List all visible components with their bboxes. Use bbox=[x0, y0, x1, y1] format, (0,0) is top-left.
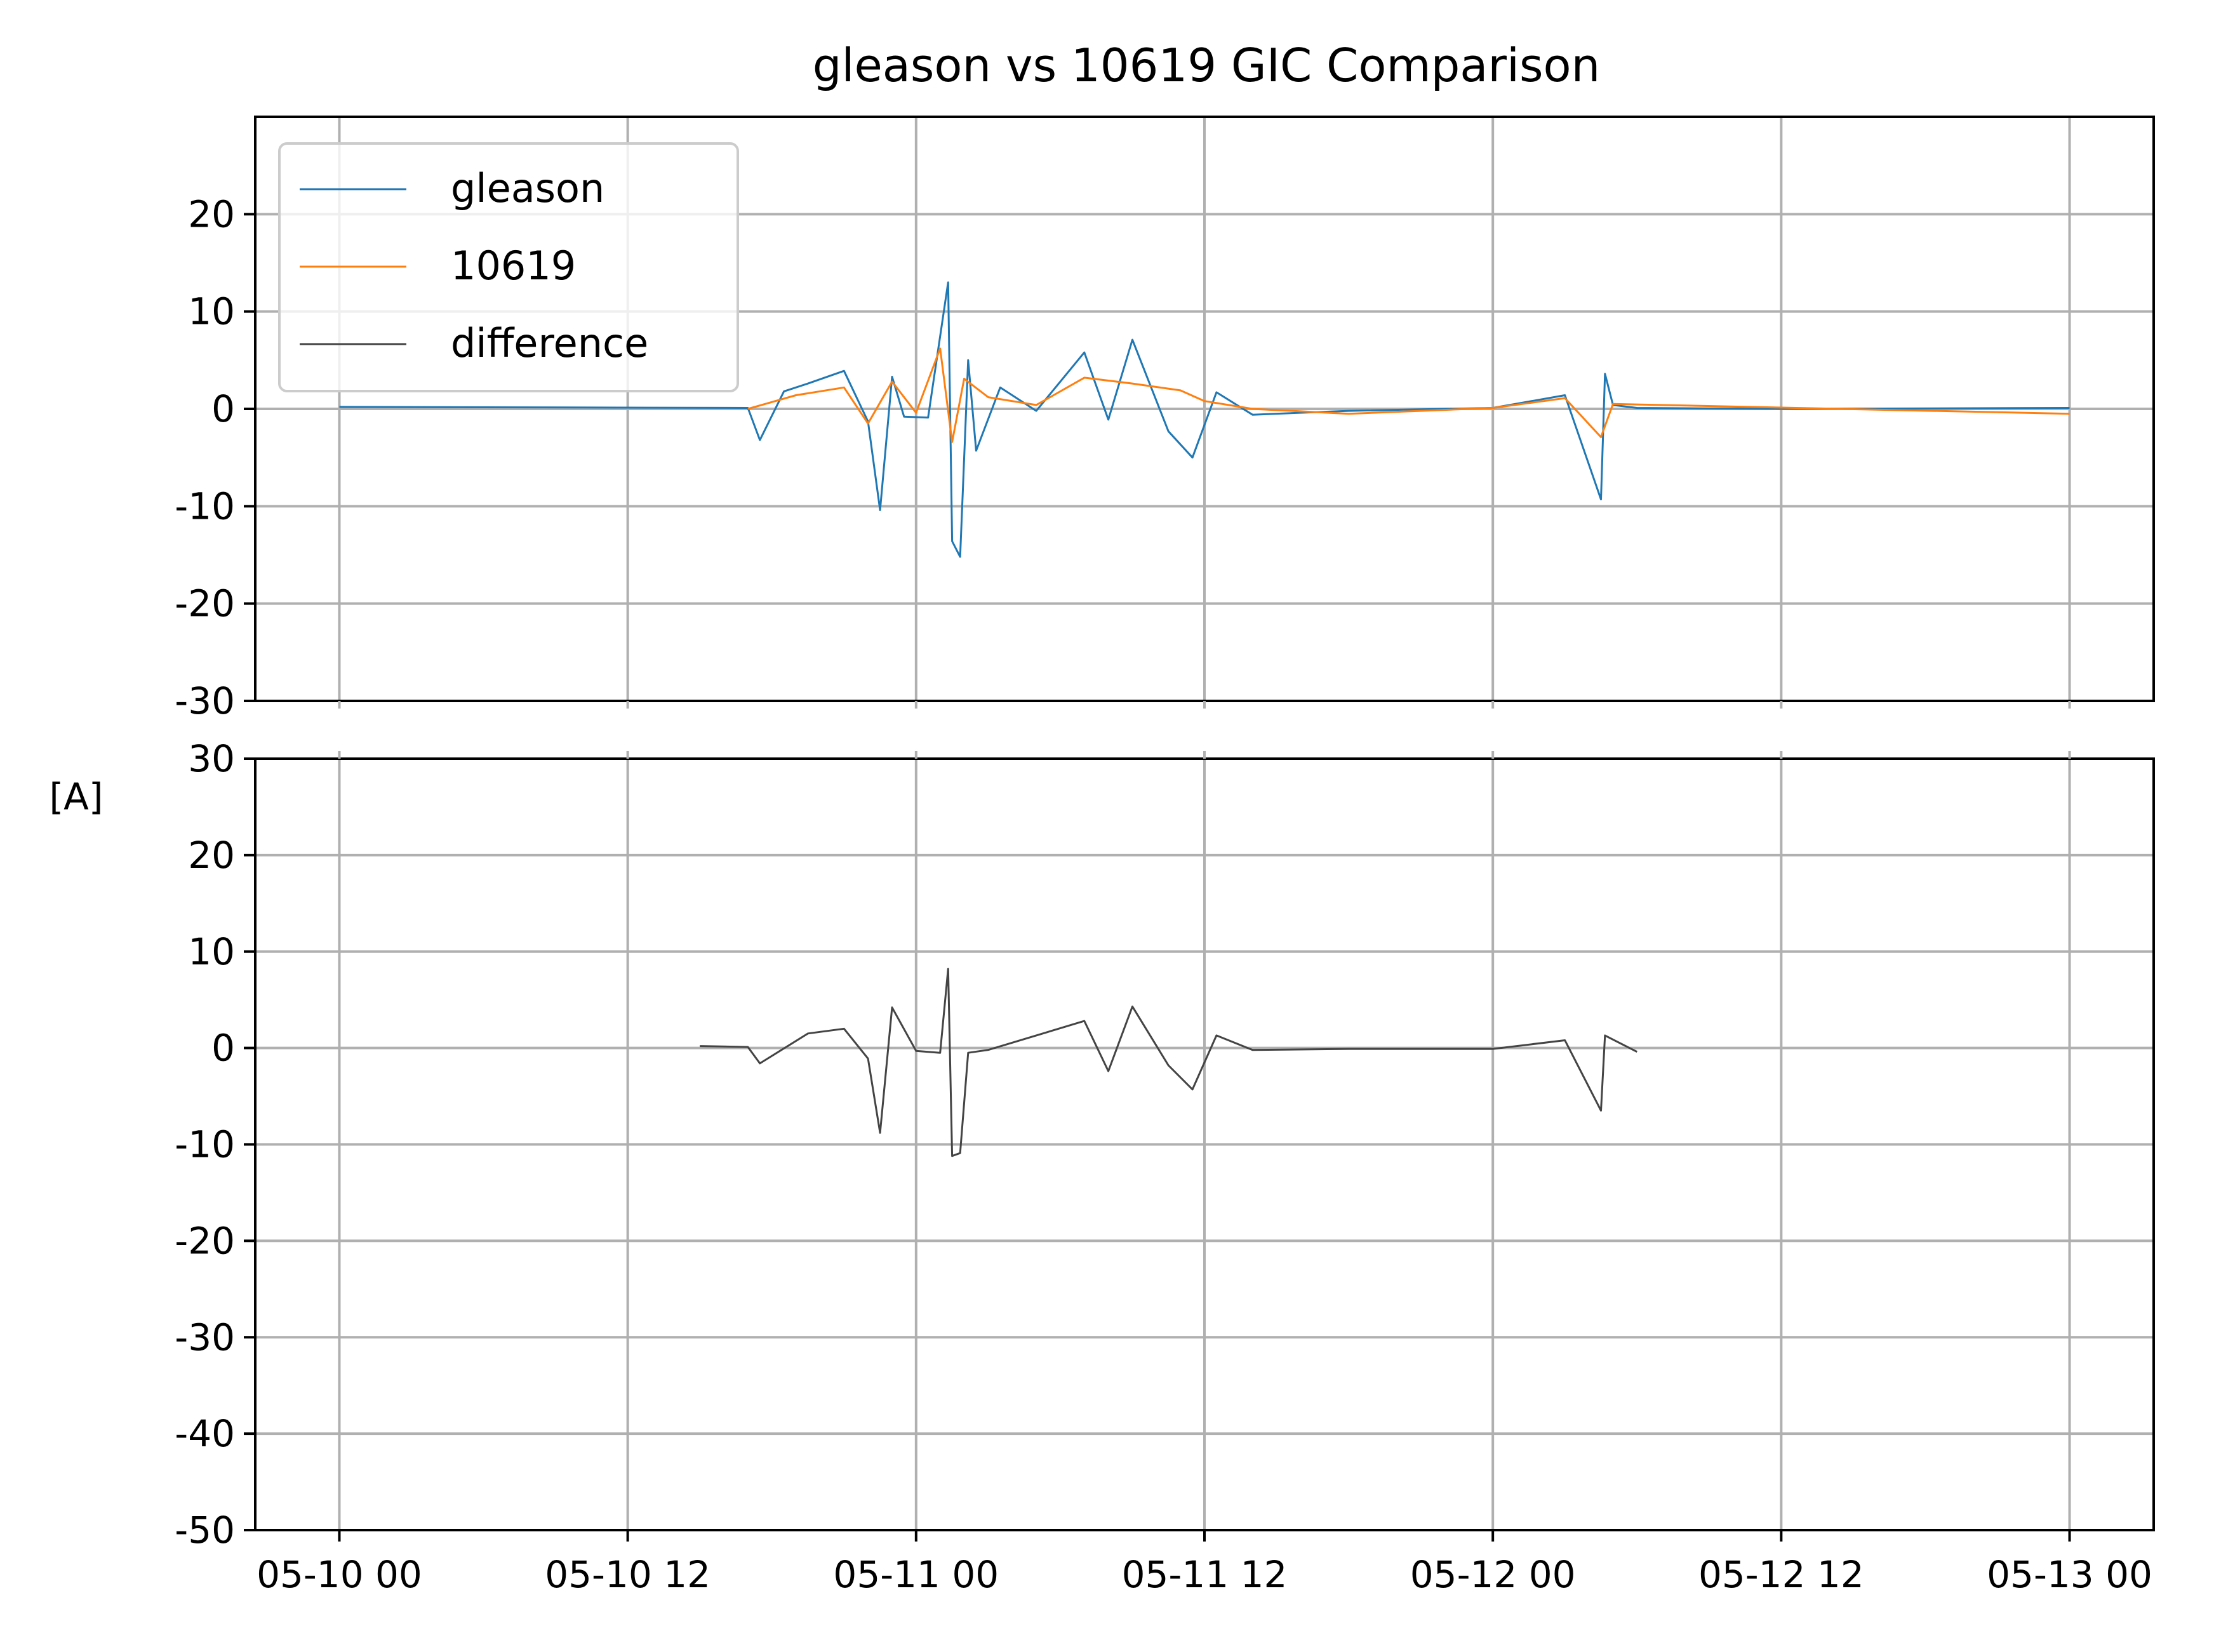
y-tick-label: -30 bbox=[175, 679, 235, 723]
x-tick-label: 05-12 00 bbox=[1410, 1553, 1576, 1596]
legend-box bbox=[278, 142, 739, 392]
x-tick-label: 05-13 00 bbox=[1987, 1553, 2152, 1596]
series-line-10619 bbox=[747, 347, 2070, 443]
y-tick-label: 10 bbox=[188, 930, 235, 973]
y-tick-label: -20 bbox=[175, 1219, 235, 1262]
y-axis-label: [A] bbox=[50, 775, 103, 818]
legend-label-gleason: gleason bbox=[451, 165, 604, 211]
x-tick-label: 05-10 12 bbox=[545, 1553, 710, 1596]
y-tick-label: -10 bbox=[175, 484, 235, 528]
series-line-gleason bbox=[339, 281, 2070, 558]
y-tick-label: -40 bbox=[175, 1412, 235, 1455]
y-tick-label: 30 bbox=[188, 737, 235, 780]
x-tick-label: 05-11 12 bbox=[1122, 1553, 1288, 1596]
x-tick-label: 05-10 00 bbox=[257, 1553, 422, 1596]
legend: gleason 10619 difference bbox=[278, 142, 739, 392]
series-line-difference bbox=[700, 968, 1637, 1157]
y-tick-label: -20 bbox=[175, 582, 235, 625]
x-tick-label: 05-12 12 bbox=[1698, 1553, 1864, 1596]
x-tick-label: 05-11 00 bbox=[833, 1553, 999, 1596]
y-tick-label: 0 bbox=[211, 387, 235, 430]
y-tick-label: -50 bbox=[175, 1509, 235, 1552]
legend-label-10619: 10619 bbox=[451, 243, 576, 289]
y-tick-label: 10 bbox=[188, 290, 235, 333]
y-tick-label: 20 bbox=[188, 834, 235, 877]
bottom-panel-y-ticks: 30 20 10 0 -10 -20 -30 -40 -50 bbox=[175, 737, 255, 1552]
series-layer bbox=[339, 281, 2070, 1157]
y-tick-label: 20 bbox=[188, 192, 235, 236]
x-axis-ticks: 05-10 00 05-10 12 05-11 00 05-11 12 05-12 00… bbox=[257, 701, 2152, 1596]
legend-label-difference: difference bbox=[451, 320, 648, 366]
chart-title: gleason vs 10619 GIC Comparison bbox=[813, 39, 1600, 92]
y-tick-label: -10 bbox=[175, 1123, 235, 1166]
y-tick-label: -30 bbox=[175, 1316, 235, 1359]
top-panel-y-ticks: 20 10 0 -10 -20 -30 bbox=[175, 192, 255, 723]
y-tick-label: 0 bbox=[211, 1027, 235, 1070]
